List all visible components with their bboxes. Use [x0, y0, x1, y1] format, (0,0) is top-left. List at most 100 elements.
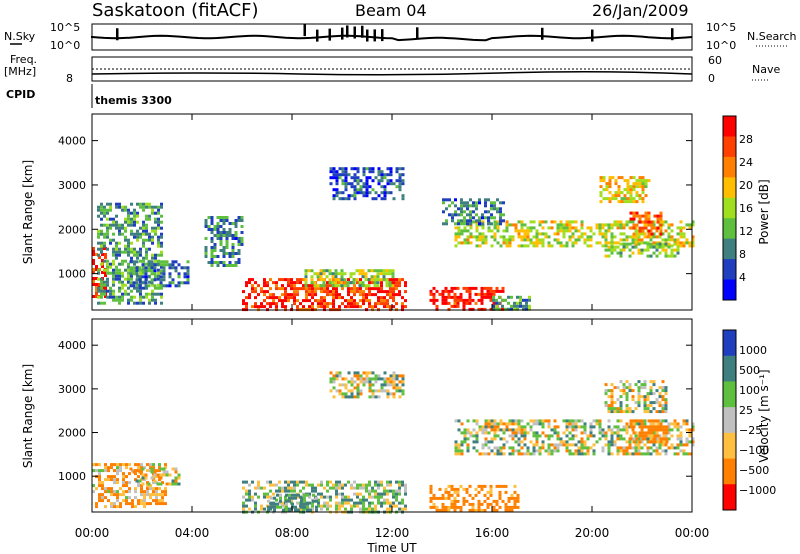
- velocity-cell: [511, 428, 515, 432]
- velocity-cell: [242, 507, 245, 511]
- velocity-cell: [550, 428, 554, 432]
- velocity-cell: [592, 425, 596, 429]
- power-cell: [401, 194, 405, 198]
- velocity-cell: [116, 499, 119, 503]
- velocity-cell: [598, 425, 602, 429]
- velocity-cell: [98, 481, 101, 485]
- velocity-cell: [113, 505, 116, 509]
- colorbar-tick-label: −500: [739, 464, 769, 477]
- velocity-cell: [649, 452, 653, 456]
- power-cell: [287, 293, 290, 297]
- power-cell: [625, 245, 629, 249]
- power-cell: [311, 293, 314, 297]
- velocity-cell: [392, 392, 396, 396]
- power-cell: [611, 194, 615, 198]
- velocity-cell: [335, 480, 338, 484]
- power-cell: [141, 275, 145, 279]
- velocity-cell: [655, 398, 659, 402]
- velocity-cell: [547, 434, 551, 438]
- power-cell: [516, 304, 519, 308]
- power-cell: [553, 238, 557, 242]
- x-ticks: 00:00 04:00 08:00 12:00 16:00 20:00 00:00: [75, 114, 709, 540]
- power-cell: [100, 295, 103, 299]
- velocity-cell: [164, 493, 167, 497]
- velocity-cell: [134, 496, 137, 500]
- velocity-cell: [365, 380, 369, 384]
- velocity-cell: [568, 431, 572, 435]
- velocity-cell: [356, 395, 360, 399]
- velocity-cell: [463, 434, 467, 438]
- power-cell: [644, 223, 648, 227]
- power-cell: [118, 223, 121, 227]
- velocity-cell: [315, 508, 318, 512]
- power-cell: [153, 269, 157, 273]
- power-cell: [392, 296, 395, 300]
- power-cell: [562, 226, 566, 230]
- velocity-cell: [374, 480, 377, 484]
- power-cell: [135, 260, 139, 264]
- power-cell: [520, 244, 524, 248]
- velocity-cell: [632, 422, 636, 426]
- power-cell: [254, 302, 257, 306]
- velocity-cell: [338, 374, 342, 378]
- power-cell: [373, 269, 377, 273]
- velocity-cell: [350, 377, 354, 381]
- power-cell: [638, 229, 642, 233]
- power-cell: [293, 281, 296, 285]
- velocity-cell: [661, 407, 665, 411]
- velocity-cell: [604, 431, 608, 435]
- power-cell: [685, 223, 689, 227]
- power-cell: [118, 202, 121, 206]
- velocity-cell: [279, 505, 282, 509]
- power-cell: [328, 272, 332, 276]
- velocity-cell: [625, 392, 629, 396]
- power-cell: [133, 214, 136, 218]
- power-cell: [544, 232, 548, 236]
- velocity-cell: [629, 425, 633, 429]
- velocity-cell: [432, 502, 436, 506]
- power-cell: [454, 232, 458, 236]
- power-cell: [659, 232, 663, 236]
- power-cell: [523, 244, 527, 248]
- power-cell: [216, 225, 220, 228]
- velocity-cell: [628, 407, 632, 411]
- power-cell: [322, 278, 326, 282]
- power-cell: [595, 241, 599, 245]
- velocity-cell: [659, 437, 663, 441]
- power-cell: [432, 295, 436, 299]
- power-cell: [154, 205, 157, 209]
- power-cell: [475, 229, 479, 233]
- velocity-cell: [481, 452, 485, 456]
- power-cell: [604, 238, 608, 242]
- power-cell: [135, 266, 139, 270]
- velocity-cell: [574, 428, 578, 432]
- velocity-cell: [502, 452, 506, 456]
- power-cell: [332, 173, 336, 177]
- power-cell: [389, 278, 392, 282]
- power-cell: [124, 217, 127, 221]
- power-cell: [103, 268, 106, 272]
- velocity-cell: [646, 446, 650, 450]
- power-cell: [386, 191, 390, 195]
- power-cell: [344, 305, 347, 309]
- power-cell: [559, 241, 563, 245]
- power-cell: [380, 179, 384, 183]
- power-cell: [371, 179, 375, 183]
- power-cell: [676, 232, 680, 236]
- colorbar-tick-label: 500: [739, 364, 760, 377]
- velocity-cell: [589, 425, 593, 429]
- power-cell: [341, 167, 345, 171]
- power-cell: [359, 290, 362, 294]
- velocity-cell: [326, 507, 329, 511]
- power-cell: [611, 176, 615, 180]
- power-cell: [608, 185, 612, 189]
- velocity-cell: [140, 502, 143, 506]
- velocity-cell: [514, 440, 518, 444]
- velocity-cell: [350, 395, 354, 399]
- velocity-cell: [526, 449, 530, 453]
- velocity-cell: [143, 505, 146, 509]
- velocity-cell: [508, 434, 512, 438]
- velocity-cell: [502, 446, 506, 450]
- velocity-cell: [553, 428, 557, 432]
- velocity-cell: [377, 492, 380, 496]
